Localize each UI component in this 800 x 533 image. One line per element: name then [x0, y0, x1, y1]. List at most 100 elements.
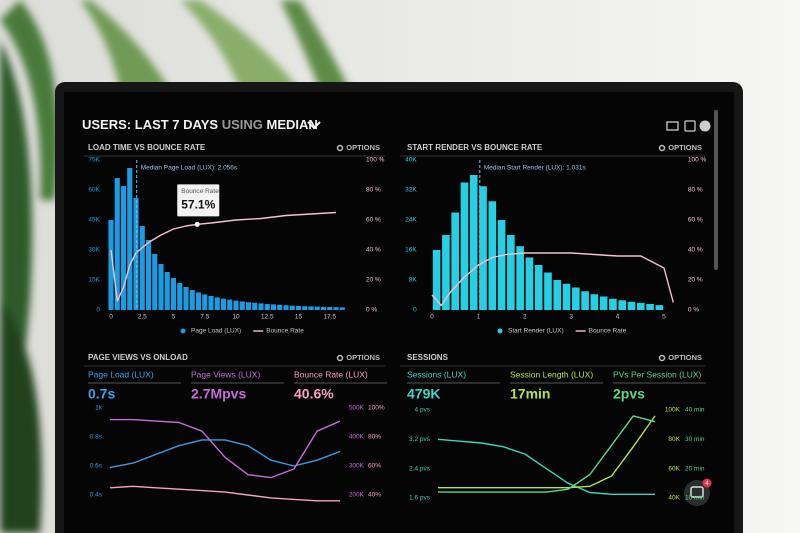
chat-button[interactable] [684, 480, 710, 506]
bar [308, 306, 314, 310]
dropdown-chevron[interactable] [307, 121, 321, 130]
x-tick-label: 7.5 [200, 314, 209, 321]
y-tick-label: 1.6 pvs [409, 495, 431, 502]
chat-badge [702, 478, 712, 488]
tooltip-title: Bounce Rate [181, 188, 219, 195]
y-tick-label: 16K [405, 247, 417, 254]
bar [152, 254, 158, 310]
y-tick-label: 15K [88, 277, 100, 284]
bar [220, 298, 227, 310]
help-icon[interactable] [699, 120, 711, 132]
kpi-label: Sessions (LUX) [407, 369, 466, 379]
bar [177, 283, 183, 310]
bar [258, 303, 264, 310]
bar [245, 302, 252, 310]
line [438, 415, 656, 489]
bar [164, 272, 170, 310]
kpi-label: PVs Per Session (LUX) [613, 369, 702, 379]
line [109, 485, 340, 502]
bar [507, 235, 515, 310]
y-tick-label: 60K [88, 187, 100, 194]
x-tick-label: 17.5 [323, 314, 336, 321]
median-label: Median Page Load (LUX): 2.056s [141, 165, 238, 172]
x-tick-label: 2.5 [138, 314, 147, 321]
bar [516, 246, 524, 310]
bar [534, 265, 543, 310]
header-period[interactable]: LAST 7 DAYS [135, 117, 219, 132]
bar [252, 302, 258, 310]
line [110, 211, 337, 302]
y3-tick-label: 10 min [685, 495, 705, 502]
options-gear[interactable] [658, 144, 666, 152]
bar [636, 302, 645, 310]
bar [320, 306, 327, 310]
y3-tick-label: 40 min [685, 407, 705, 414]
bar [460, 182, 469, 310]
options-button[interactable]: OPTIONS [668, 353, 702, 362]
bar [127, 168, 133, 310]
bar [277, 304, 283, 310]
options-gear[interactable] [658, 354, 666, 362]
options-button[interactable]: OPTIONS [346, 353, 380, 362]
bar [270, 304, 277, 310]
y-tick-label: 24K [405, 217, 417, 224]
header-stat[interactable]: MEDIAN [267, 117, 318, 132]
bar [214, 297, 220, 310]
bar [233, 300, 239, 310]
bar [553, 280, 562, 310]
line [109, 439, 341, 469]
kpi-label: Session Length (LUX) [510, 369, 593, 379]
y-tick-label: 32K [405, 187, 417, 194]
y-tick-label: 30K [88, 247, 100, 254]
bar [544, 272, 552, 310]
kpi-value: 17min [510, 386, 550, 402]
y-tick-label: 3.2 pvs [409, 436, 431, 443]
y3-tick-label: 40% [368, 492, 381, 499]
monitor-icon[interactable] [666, 121, 679, 131]
bar [488, 201, 497, 310]
options-button[interactable]: OPTIONS [346, 143, 380, 152]
y-tick-label: 0.4s [90, 492, 103, 499]
bar [170, 278, 177, 310]
legend-label: Start Render (LUX) [508, 328, 564, 335]
options-gear[interactable] [336, 144, 344, 152]
tooltip-box [177, 184, 220, 217]
y3-tick-label: 60% [368, 463, 381, 470]
options-button[interactable]: OPTIONS [668, 143, 702, 152]
y3-tick-label: 100% [368, 405, 385, 412]
y2-tick-label: 100 % [366, 157, 385, 164]
options-gear[interactable] [336, 354, 344, 362]
y-tick-label: 0 [96, 307, 100, 314]
bar [283, 305, 289, 310]
line [110, 418, 341, 479]
bar [333, 307, 339, 310]
x-tick-label: 4 [616, 314, 620, 321]
y2-tick-label: 400K [349, 434, 365, 441]
y-tick-label: 0 [413, 307, 417, 314]
chart-icon[interactable] [684, 120, 696, 132]
x-tick-label: 5 [172, 314, 176, 321]
y2-tick-label: 80 % [366, 187, 381, 194]
bar [227, 299, 233, 310]
legend-label: Page Load (LUX) [191, 328, 241, 335]
bar [264, 304, 270, 310]
plant [0, 0, 350, 533]
y-tick-label: 75K [88, 157, 100, 164]
header-using: USING [222, 117, 263, 132]
y-tick-label: 0.6s [90, 463, 103, 470]
x-tick-label: 15 [295, 314, 303, 321]
bar [432, 250, 441, 310]
scrollbar[interactable] [714, 110, 718, 270]
x-tick-label: 0 [109, 314, 113, 321]
tooltip-value: 57.1% [181, 198, 215, 212]
bar [581, 291, 589, 310]
bar [114, 178, 120, 310]
x-tick-label: 0 [430, 314, 434, 321]
y-tick-label: 8K [409, 277, 418, 284]
y-tick-label: 4 pvs [414, 407, 430, 414]
y2-tick-label: 500K [349, 405, 365, 412]
x-tick-label: 1 [477, 314, 481, 321]
bar [208, 296, 214, 310]
